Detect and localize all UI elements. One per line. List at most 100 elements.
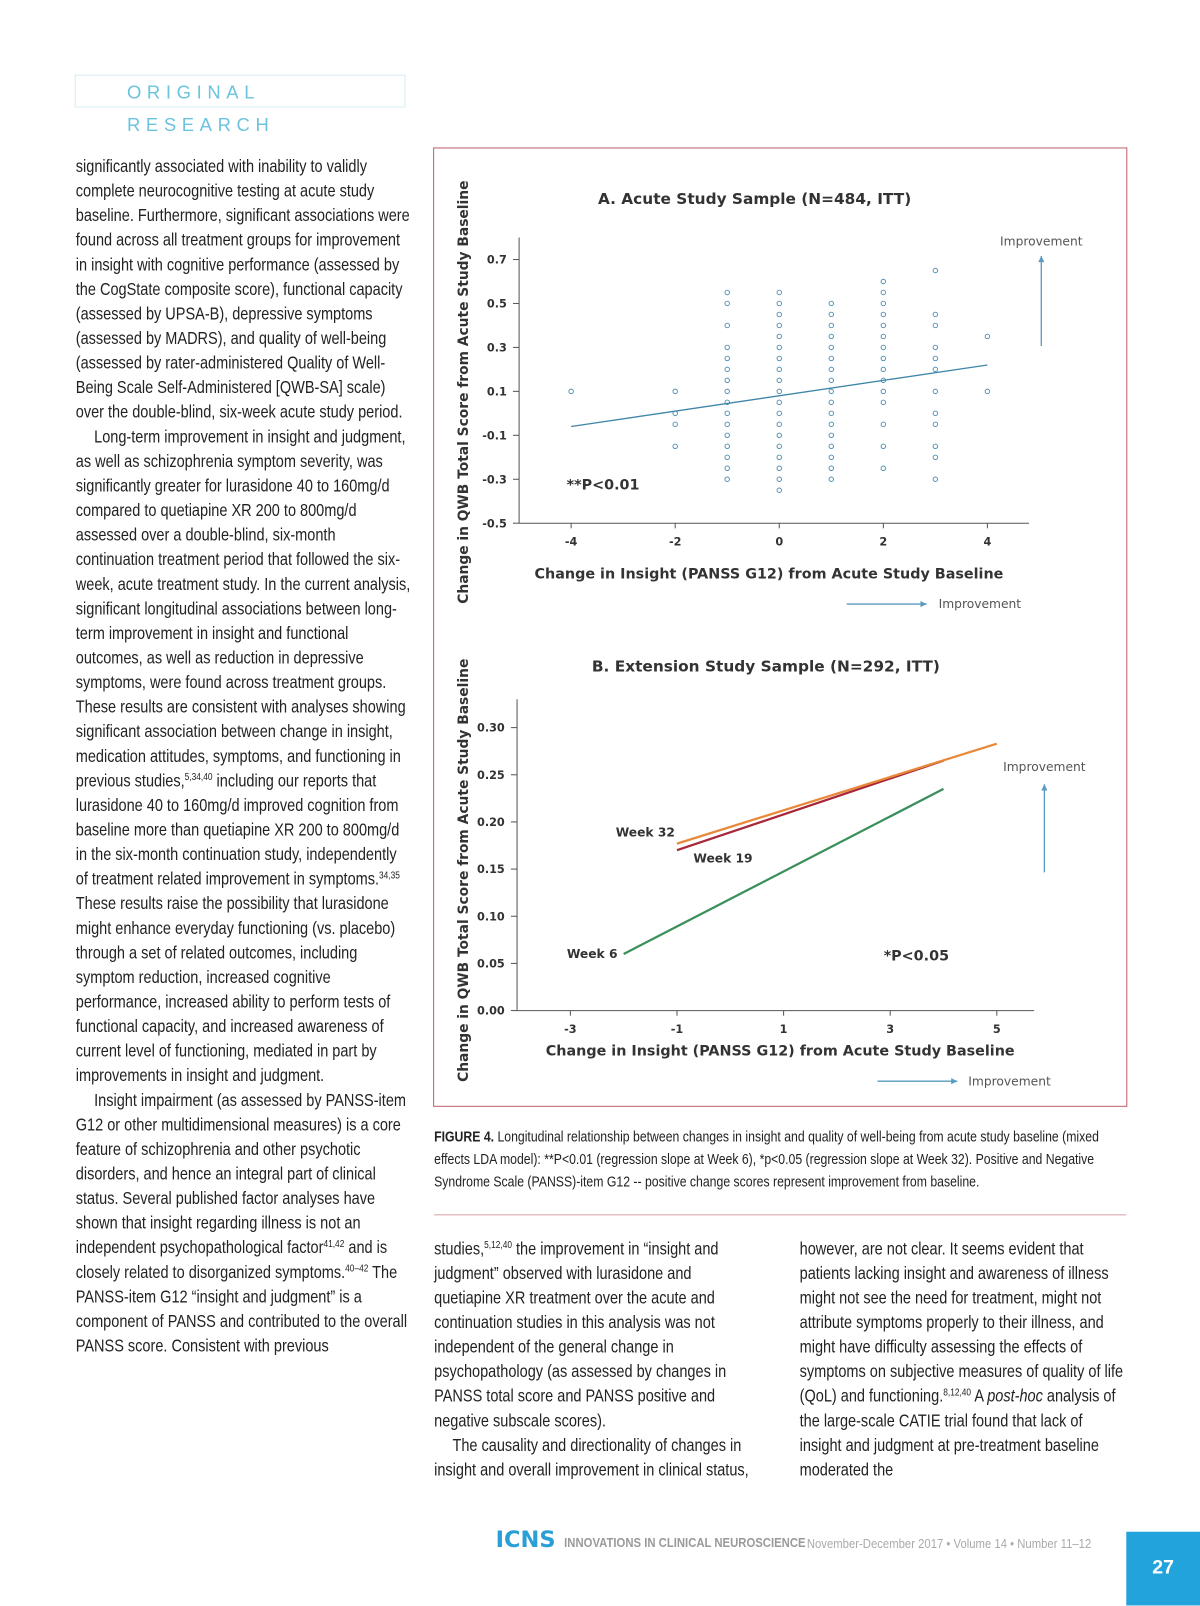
data-point (880, 311, 887, 318)
data-point (880, 344, 887, 351)
figure-caption: FIGURE 4. Longitudinal relationship betw… (434, 1126, 1124, 1194)
data-point (776, 487, 782, 493)
text-run: A (971, 1385, 988, 1406)
x-tick-label: 2 (879, 536, 887, 549)
x-tick-label: -3 (564, 1023, 576, 1036)
caption-rule (434, 1214, 1127, 1216)
data-point (828, 399, 835, 406)
y-tick-label: 0.25 (477, 769, 505, 782)
data-point (828, 344, 835, 351)
data-point (672, 443, 678, 450)
data-point (776, 289, 782, 296)
y-tick-label: 0.1 (487, 385, 507, 398)
y-axis-label: Change in QWB Total Score from Acute Stu… (456, 659, 472, 1082)
data-point (828, 311, 835, 318)
data-point (828, 366, 835, 373)
bottom-columns: studies,5,12,40 the improvement in “insi… (434, 1236, 1127, 1487)
arrow-head (920, 601, 927, 608)
data-point (932, 410, 939, 417)
data-point (724, 300, 730, 307)
improvement-label: Improvement (1000, 235, 1083, 249)
data-point (932, 454, 939, 460)
data-point (724, 289, 730, 296)
data-point (568, 388, 574, 395)
data-point (828, 377, 835, 384)
text-run: The causality and directionality of chan… (434, 1237, 1124, 1480)
text-run: analysis of the large-scale CATIE trial … (799, 1385, 1116, 1480)
section-label: ORIGINAL RESEARCH (74, 74, 406, 135)
data-point (776, 333, 782, 340)
data-point (828, 421, 835, 428)
y-tick-label: 0.20 (477, 816, 505, 829)
data-point (880, 355, 887, 362)
paragraph: Long-term improvement in insight and jud… (76, 424, 411, 1087)
data-point (776, 344, 782, 351)
arrow-head (1041, 784, 1048, 791)
data-point (880, 465, 887, 471)
x-tick-label: -1 (671, 1023, 684, 1036)
data-point (776, 421, 782, 428)
improvement-label: Improvement (1003, 760, 1086, 774)
data-point (932, 322, 939, 329)
data-point (880, 322, 887, 329)
citation: 5,34,40 (184, 772, 213, 784)
caption-label: FIGURE 4. (434, 1129, 495, 1146)
data-point (984, 388, 991, 395)
y-tick-label: 0.00 (477, 1005, 505, 1018)
data-point (828, 388, 835, 395)
data-point (776, 476, 782, 482)
improvement-label: Improvement (939, 597, 1022, 611)
figure-frame (433, 147, 1128, 1107)
data-point (776, 311, 782, 318)
footer-journal: INNOVATIONS IN CLINICAL NEUROSCIENCE (563, 1534, 806, 1551)
citation: 5,12,40 (484, 1239, 512, 1252)
data-point (724, 322, 730, 329)
data-point (932, 366, 939, 373)
data-point (932, 355, 939, 362)
footer: ICNS INNOVATIONS IN CLINICAL NEUROSCIENCE… (496, 1528, 1092, 1554)
data-point (776, 355, 782, 362)
series-label: Week 19 (693, 852, 752, 866)
text-run: including our reports that lurasidone 40… (75, 769, 400, 889)
data-point (724, 443, 730, 450)
text-run: significantly associated with inability … (75, 155, 410, 422)
line-series (676, 759, 944, 852)
data-point (672, 388, 678, 395)
citation: 34,35 (379, 870, 400, 882)
x-tick-label: 3 (886, 1023, 894, 1036)
data-point (828, 465, 835, 471)
x-tick-label: 5 (993, 1023, 1001, 1036)
data-point (828, 432, 835, 439)
data-point (828, 300, 835, 307)
citation: 41,42 (323, 1238, 345, 1251)
improvement-label: Improvement (968, 1074, 1051, 1088)
data-point (984, 333, 991, 340)
data-point (880, 333, 887, 340)
data-point (724, 366, 730, 373)
citation: 40–42 (345, 1263, 369, 1275)
line-series (571, 364, 988, 428)
y-tick-label: 0.5 (487, 298, 507, 311)
x-tick-label: -4 (565, 536, 578, 549)
arrow-head (1038, 255, 1045, 263)
x-tick-label: 1 (780, 1023, 788, 1036)
x-tick-label: 4 (983, 536, 991, 549)
data-point (724, 465, 730, 471)
footer-issue: November-December 2017 • Volume 14 • Num… (806, 1535, 1092, 1552)
text-run: the improvement in “insight and judgment… (434, 1237, 727, 1431)
citation: 8,12,40 (943, 1387, 972, 1399)
page-number: 27 (1126, 1531, 1200, 1606)
data-point (880, 399, 887, 406)
data-point (932, 344, 939, 351)
x-tick-label: -2 (669, 536, 682, 549)
data-point (880, 278, 887, 285)
data-point (776, 465, 782, 471)
data-point (828, 410, 835, 417)
data-point (724, 410, 730, 417)
y-tick-label: 0.15 (477, 863, 505, 876)
data-point (828, 476, 835, 482)
data-point (828, 333, 835, 340)
data-point (880, 388, 887, 395)
data-point (672, 421, 678, 428)
